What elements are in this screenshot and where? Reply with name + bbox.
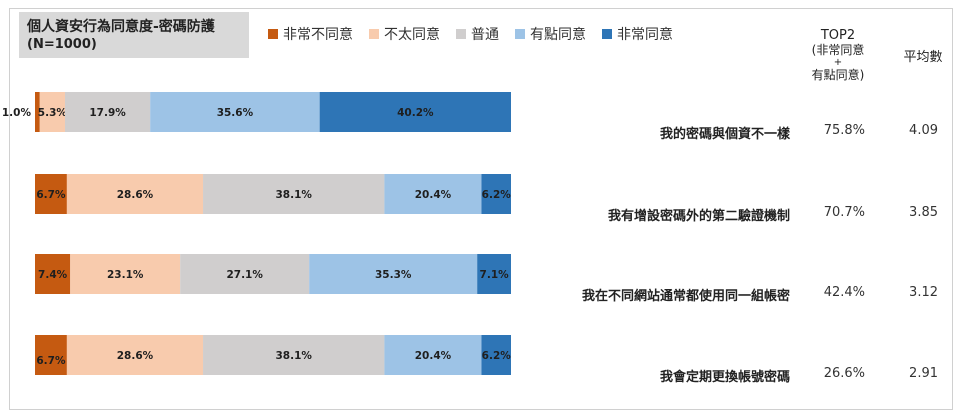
row-category-label: 我會定期更換帳號密碼 <box>659 370 790 385</box>
bar-segment <box>66 335 204 375</box>
bar-segment <box>35 254 71 294</box>
row-top2-value: 42.4% <box>823 285 865 300</box>
bar-segment <box>481 174 511 214</box>
bar-segment <box>481 335 511 375</box>
bar-segment <box>35 92 40 132</box>
legend-label: 不太同意 <box>384 27 440 43</box>
row-category-label: 我的密碼與個資不一樣 <box>659 127 790 142</box>
legend-swatch <box>268 29 278 39</box>
row-average-value: 2.91 <box>909 366 938 381</box>
bar-segment <box>180 254 310 294</box>
legend-swatch <box>515 29 525 39</box>
bar-value-label: 17.9% <box>89 107 126 119</box>
bar-segment <box>477 254 511 294</box>
top2-header-line2: (非常同意 <box>811 43 865 57</box>
bar-segment <box>39 92 65 132</box>
legend-item-agree: 有點同意 <box>515 24 586 44</box>
bar-value-label: 35.6% <box>217 107 254 119</box>
row-average-value: 3.85 <box>909 205 938 220</box>
legend-item-disagree: 不太同意 <box>369 24 440 44</box>
bar-value-label: 6.2% <box>482 350 512 362</box>
legend-item-strongly-agree: 非常同意 <box>602 24 673 44</box>
bar-value-label: 20.4% <box>415 350 452 362</box>
legend-label: 普通 <box>471 27 499 43</box>
bar-segment <box>35 174 67 214</box>
bar-value-label: 7.4% <box>38 269 68 281</box>
bar-value-label: 6.7% <box>36 355 66 367</box>
top2-header: TOP2 (非常同意 + 有點同意) <box>798 28 878 83</box>
top2-header-title: TOP2 <box>820 28 856 43</box>
row-top2-value: 26.6% <box>823 366 865 381</box>
top2-header-line4: 有點同意) <box>811 68 865 82</box>
bar-value-label: 28.6% <box>117 189 154 201</box>
bar-value-label: 38.1% <box>275 189 312 201</box>
legend-swatch <box>456 29 466 39</box>
legend-swatch <box>369 29 379 39</box>
chart-subtitle: (N=1000) <box>27 37 97 52</box>
bar-segment <box>64 92 151 132</box>
bar-value-label: 40.2% <box>397 107 434 119</box>
legend-label: 非常不同意 <box>283 27 353 43</box>
row-category-label: 我在不同網站通常都使用同一組帳密 <box>581 289 790 304</box>
bar-value-label: 28.6% <box>117 350 154 362</box>
bar-segment <box>35 335 67 375</box>
bar-value-label: 1.0% <box>2 107 32 119</box>
bar-value-label: 7.1% <box>480 269 510 281</box>
bar-segment <box>66 174 204 214</box>
bar-value-label: 35.3% <box>375 269 412 281</box>
bar-value-label: 6.2% <box>482 189 512 201</box>
row-top2-value: 75.8% <box>823 123 865 138</box>
bar-value-label: 23.1% <box>107 269 144 281</box>
bar-value-label: 6.7% <box>36 189 66 201</box>
row-average-value: 4.09 <box>909 123 938 138</box>
bar-segment <box>150 92 320 132</box>
row-top2-value: 70.7% <box>823 205 865 220</box>
bar-segment <box>384 335 482 375</box>
legend-item-neutral: 普通 <box>456 24 499 44</box>
legend-item-strongly-disagree: 非常不同意 <box>268 24 353 44</box>
bar-segment <box>203 335 385 375</box>
legend-label: 非常同意 <box>617 27 673 43</box>
bar-segment <box>309 254 478 294</box>
legend-swatch <box>602 29 612 39</box>
bar-segment <box>319 92 511 132</box>
legend-label: 有點同意 <box>530 27 586 43</box>
bar-value-label: 20.4% <box>415 189 452 201</box>
bar-value-label: 5.3% <box>38 107 68 119</box>
legend: 非常不同意 不太同意 普通 有點同意 非常同意 <box>268 24 689 44</box>
chart-title-box: 個人資安行為同意度-密碼防護 (N=1000) <box>19 12 249 58</box>
bar-value-label: 38.1% <box>275 350 312 362</box>
bar-segment <box>203 174 385 214</box>
bar-value-label: 27.1% <box>226 269 263 281</box>
average-header: 平均數 <box>903 50 943 65</box>
chart-title: 個人資安行為同意度-密碼防護 <box>27 19 215 35</box>
bar-segment <box>384 174 482 214</box>
row-category-label: 我有增設密碼外的第二驗證機制 <box>607 209 790 224</box>
bar-segment <box>70 254 181 294</box>
top2-header-plus: + <box>833 57 843 68</box>
row-average-value: 3.12 <box>909 285 938 300</box>
